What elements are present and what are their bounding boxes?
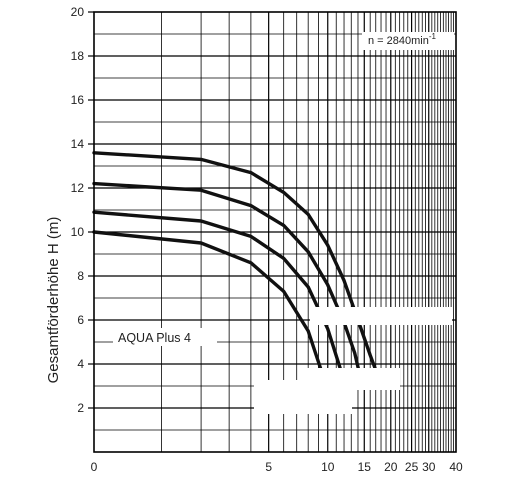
x-tick-label: 5 xyxy=(265,460,272,474)
x-tick-label: 0 xyxy=(91,460,98,474)
model-label: AQUA Plus 4 xyxy=(118,331,191,345)
x-tick-label: 20 xyxy=(384,460,398,474)
model-label-background xyxy=(113,328,217,346)
y-tick-label: 10 xyxy=(71,225,85,239)
y-tick-label: 16 xyxy=(71,93,85,107)
pump-curve xyxy=(92,151,381,379)
pump-curve xyxy=(92,230,330,399)
y-tick-label: 2 xyxy=(77,401,84,415)
x-tick-label: 30 xyxy=(422,460,436,474)
speed-exponent: -1 xyxy=(429,32,437,41)
y-tick-label: 14 xyxy=(71,137,85,151)
pump-curve xyxy=(92,181,365,388)
y-tick-label: 4 xyxy=(77,357,84,371)
y-tick-label: 8 xyxy=(77,269,84,283)
y-tick-label: 6 xyxy=(77,313,84,327)
curve-layer xyxy=(92,151,381,399)
x-tick-label: 15 xyxy=(358,460,372,474)
x-tick-label: 25 xyxy=(405,460,419,474)
mask-layer xyxy=(113,32,454,414)
speed-text: n = 2840min xyxy=(368,35,429,47)
blank-area xyxy=(254,380,352,414)
y-tick-label: 20 xyxy=(71,5,85,19)
blank-area xyxy=(310,307,452,325)
y-axis-title: Gesamtförderhöhe H (m) xyxy=(45,217,62,384)
y-tick-label: 18 xyxy=(71,49,85,63)
y-tick-label: 12 xyxy=(71,181,85,195)
axis-layer: 2 4 6 8 10 12 14 16 18 20 0 5 10 15 20 25 30 40 xyxy=(71,5,463,474)
pump-curve xyxy=(92,210,348,395)
x-tick-label: 10 xyxy=(321,460,335,474)
x-tick-label: 40 xyxy=(449,460,463,474)
speed-annotation: n = 2840min-1 xyxy=(368,32,437,47)
speed-label-background xyxy=(362,32,454,50)
